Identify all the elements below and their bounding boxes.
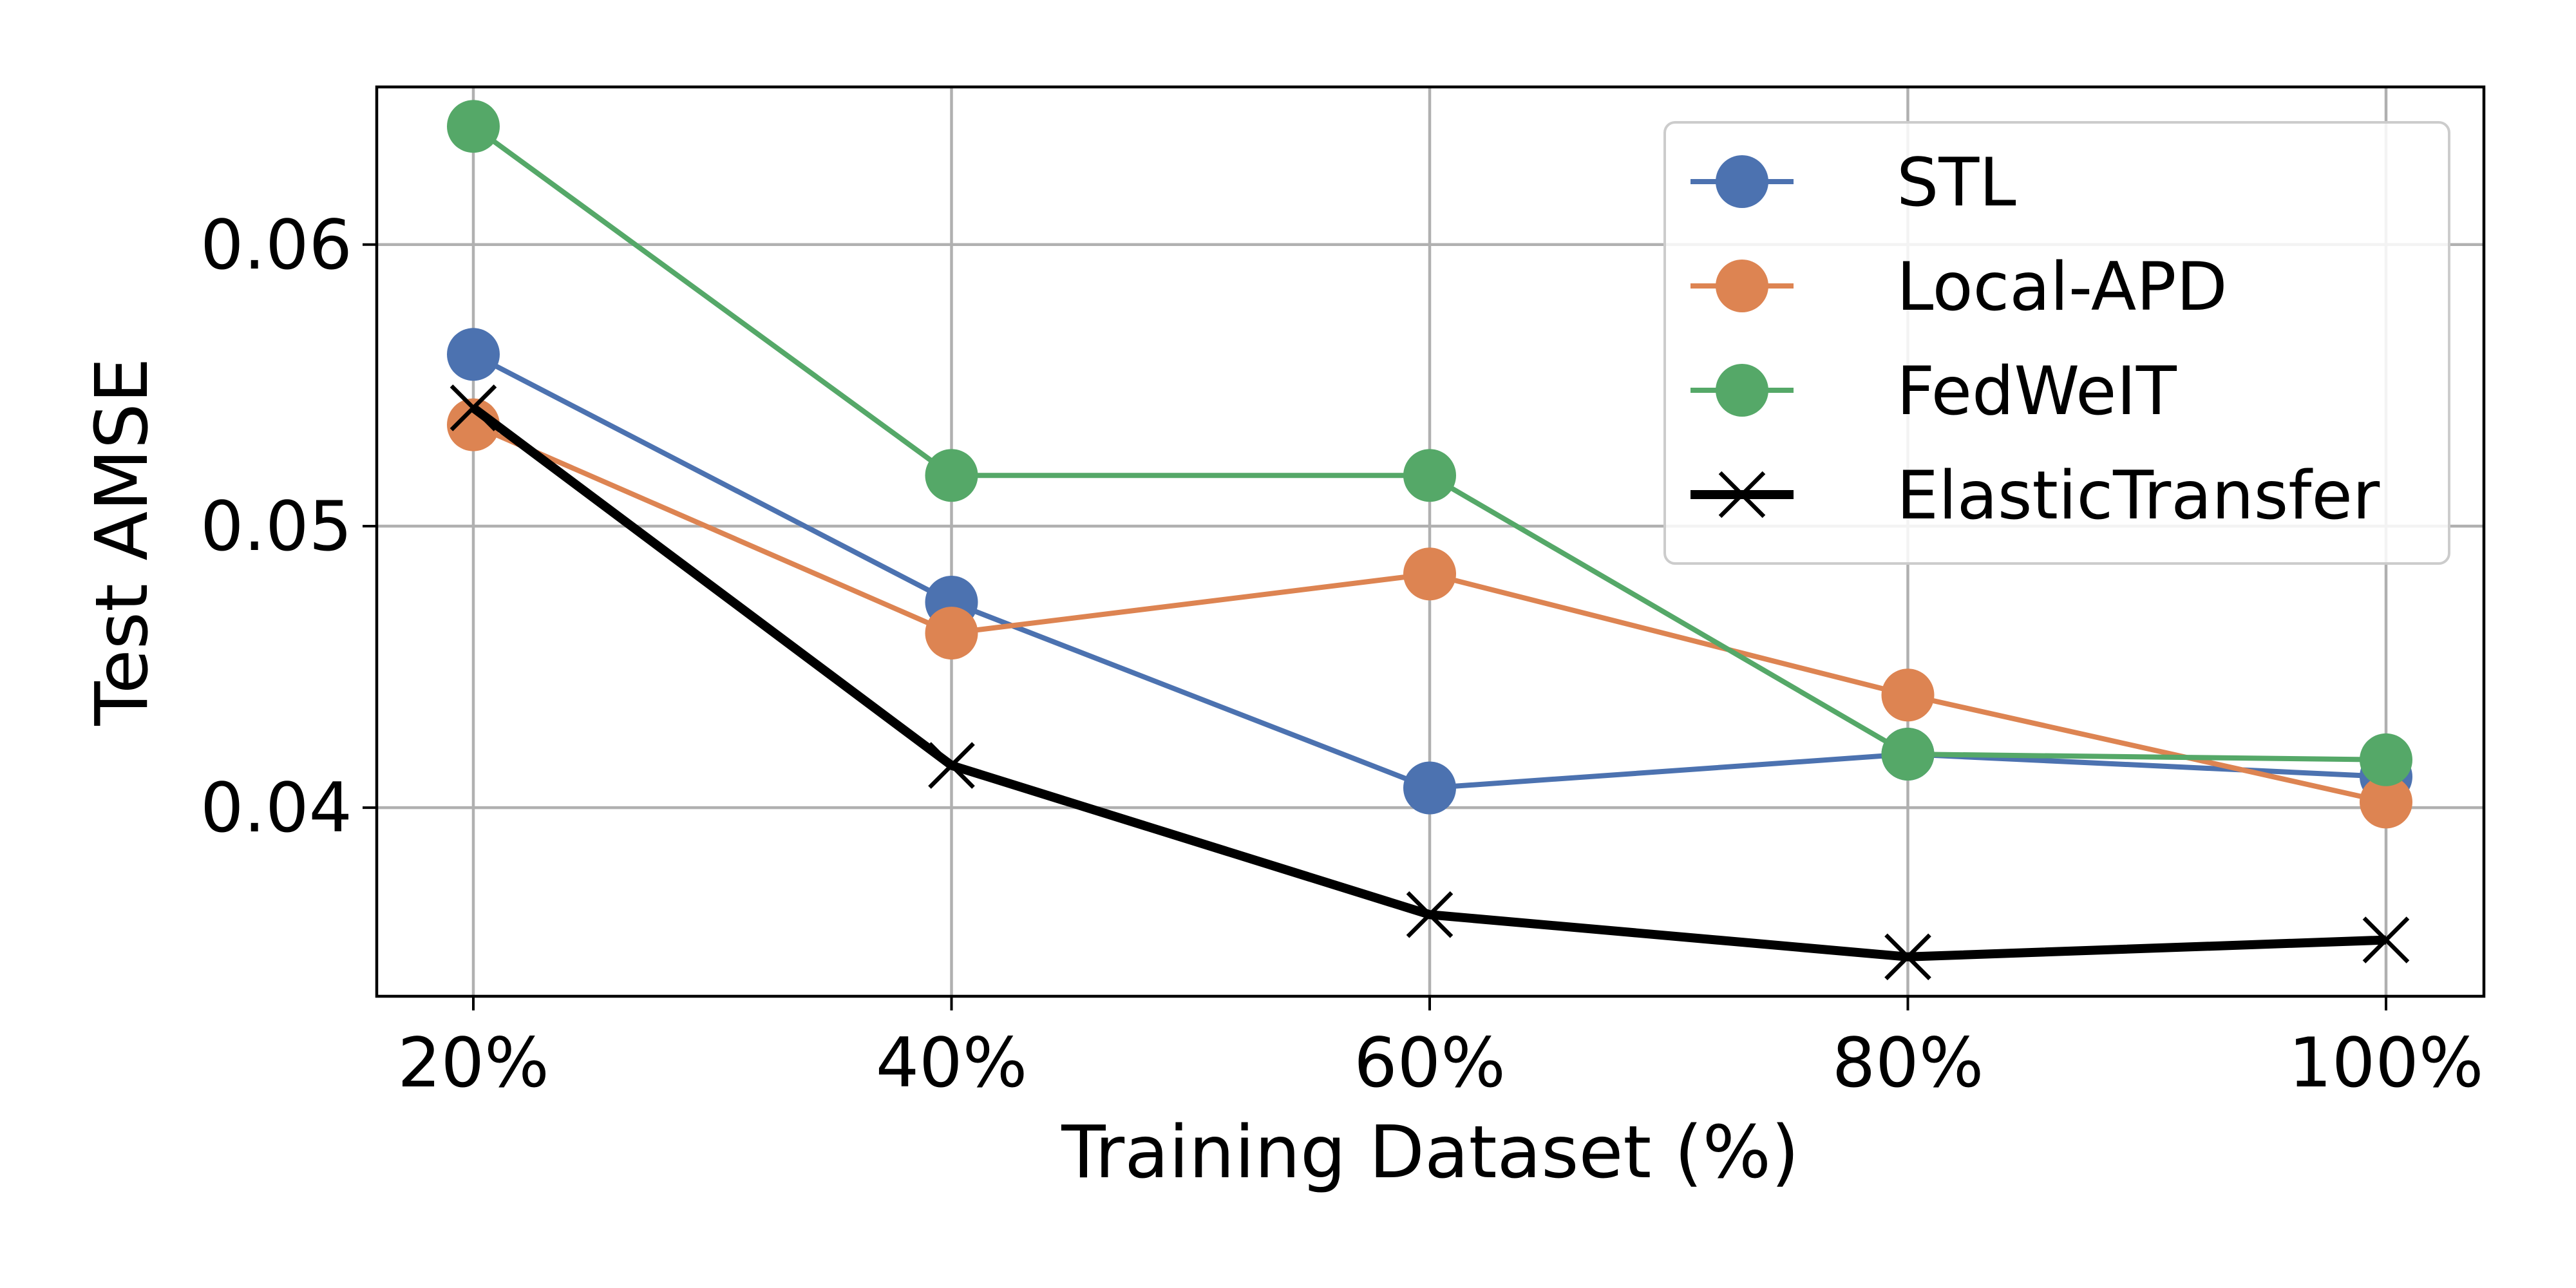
fedweit-marker [1403,449,1456,502]
x-tick-label: 20% [397,1023,549,1103]
stl-marker [1403,761,1456,815]
x-axis-label: Training Dataset (%) [1061,1111,1799,1195]
x-marker-stroke [2362,916,2410,963]
elastictransfer-marker [2362,916,2410,963]
legend-label: STL [1897,144,2016,222]
legend-entry-stl: STL [1690,144,2016,222]
x-marker-stroke [1406,891,1454,938]
x-tick-label: 60% [1354,1023,1506,1103]
x-marker-stroke [928,742,975,789]
elastictransfer-marker [928,742,975,789]
x-tick-label: 40% [876,1023,1028,1103]
y-axis: 0.04 0.05 0.06 [200,205,377,848]
local-apd-marker [925,607,978,660]
elastictransfer-marker [1406,891,1454,938]
legend-entry-local-apd: Local-APD [1690,249,2228,326]
legend-entry-fedweit: FedWeIT [1690,353,2177,430]
series-layer [447,100,2412,981]
legend-elastictransfer-marker [1718,471,1766,518]
x-tick-label: 80% [1832,1023,1984,1103]
fedweit-marker [1881,728,1935,781]
legend-entry-elastictransfer: ElasticTransfer [1690,457,2380,535]
local-apd-marker [447,398,500,451]
local-apd-marker [1881,668,1935,722]
y-tick-label: 0.04 [200,768,352,848]
local-apd-marker [1403,547,1456,601]
series-fedweit [447,100,2412,786]
legend-box [1663,121,2450,565]
legend-stl-marker [1716,155,1768,208]
y-tick-label: 0.05 [200,487,352,566]
x-marker-stroke [1718,471,1766,518]
y-axis-label: Test AMSE [80,357,164,726]
elastictransfer-marker [450,384,497,431]
fedweit-marker [447,100,500,153]
legend: STL Local-APD FedWeIT ElasticTransfer [1663,121,2450,565]
local-apd-marker [2360,775,2412,829]
legend-fedweit-marker [1716,364,1768,417]
y-tick-label: 0.06 [200,205,352,285]
x-marker-stroke [450,384,497,431]
series-local-apd [447,398,2412,829]
legend-label: Local-APD [1897,249,2228,326]
legend-label: FedWeIT [1897,353,2177,430]
fedweit-marker [925,449,978,502]
legend-label: ElasticTransfer [1897,457,2380,535]
series-elastictransfer [450,384,2410,981]
legend-local-apd-marker [1716,260,1768,312]
elastictransfer-marker [1884,933,1931,981]
x-axis: 20% 40% 60% 80% 100% [397,996,2484,1103]
x-tick-label: 100% [2288,1023,2483,1103]
fedweit-marker [2360,733,2412,786]
stl-marker [447,328,500,381]
x-marker-stroke [1884,933,1931,981]
